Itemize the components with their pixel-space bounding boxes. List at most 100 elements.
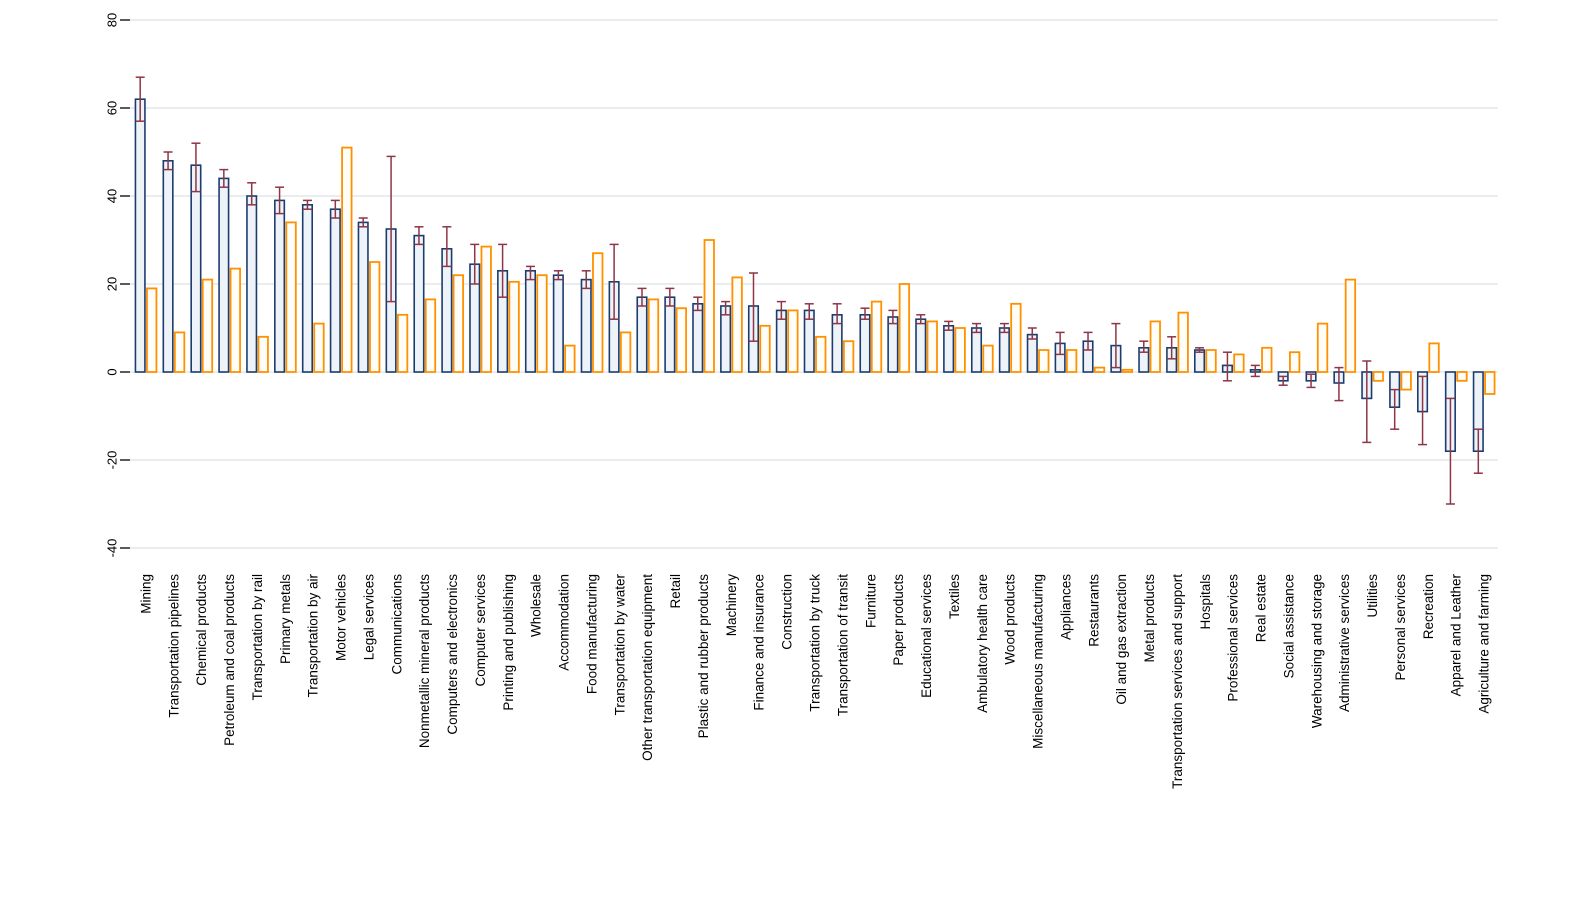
bar-estimate-orange	[201, 278, 214, 373]
bar-estimate-orange	[229, 267, 241, 373]
bar-estimate-orange	[1484, 371, 1496, 395]
bar-estimate-blue	[664, 296, 676, 373]
x-category-label: Oil and gas extraction	[1114, 574, 1129, 705]
bar-estimate-orange	[1316, 322, 1329, 373]
x-category-label: Transportation by truck	[808, 574, 823, 712]
bar-estimate-blue	[692, 302, 704, 373]
x-category-label: Wholesale	[529, 574, 544, 637]
bar-estimate-blue	[720, 305, 732, 373]
x-category-label: Utilities	[1365, 574, 1380, 618]
bar-estimate-orange	[1010, 302, 1022, 373]
bar-estimate-orange	[619, 331, 632, 373]
y-tick-label: 60	[105, 101, 120, 115]
bar-estimate-orange	[1344, 278, 1357, 373]
x-category-label: Construction	[780, 574, 795, 650]
bar-estimate-blue	[246, 195, 258, 373]
bar-estimate-orange	[1428, 342, 1440, 373]
bar-estimate-blue	[524, 269, 537, 373]
bar-estimate-orange	[759, 324, 771, 373]
bar-estimate-orange	[1261, 346, 1273, 373]
x-category-label: Machinery	[724, 574, 739, 637]
bar-estimate-orange	[1233, 353, 1245, 373]
bar-estimate-blue	[134, 98, 146, 373]
x-category-label: Transportation of transit	[835, 574, 850, 716]
x-category-label: Computers and electronics	[445, 574, 460, 735]
x-category-label: Communications	[389, 574, 404, 675]
x-category-label: Transportation by air	[306, 574, 321, 698]
bar-estimate-blue	[580, 278, 592, 373]
bar-estimate-orange	[536, 274, 548, 373]
x-category-label: Transportation by rail	[250, 574, 265, 700]
x-category-label: Miscellaneous manufacturing	[1031, 574, 1046, 749]
bar-estimate-orange	[926, 320, 938, 373]
x-category-label: Administrative services	[1337, 574, 1352, 712]
bar-estimate-orange	[982, 344, 994, 373]
y-tick-label: -20	[105, 451, 120, 470]
y-tick-label: 0	[105, 368, 120, 375]
x-category-label: Finance and insurance	[752, 574, 767, 711]
x-category-label: Primary metals	[278, 574, 293, 664]
bar-estimate-blue	[190, 164, 202, 373]
x-category-label: Accommodation	[557, 574, 572, 671]
bar-estimate-blue	[915, 318, 927, 373]
bar-estimate-blue	[274, 199, 286, 373]
bar-estimate-orange	[1038, 349, 1050, 373]
bar-estimate-blue	[998, 327, 1010, 373]
x-category-label: Transportation services and support	[1170, 574, 1185, 789]
bar-estimate-blue	[552, 274, 564, 373]
bar-estimate-blue	[218, 177, 230, 373]
y-tick-label: -40	[105, 539, 120, 558]
bar-estimate-orange	[1289, 351, 1301, 373]
bar-estimate-orange	[480, 245, 492, 373]
bar-estimate-orange	[285, 221, 297, 373]
bar-estimate-orange	[341, 146, 353, 373]
x-category-label: Warehousing and storage	[1309, 574, 1324, 728]
bar-estimate-orange	[898, 283, 911, 373]
bar-estimate-orange	[1093, 366, 1106, 373]
x-category-label: Transportation pipelines	[166, 574, 181, 718]
x-category-label: Other transportation equipment	[640, 574, 655, 761]
x-category-label: Nonmetallic mineral products	[417, 574, 432, 748]
bar-estimate-blue	[301, 204, 314, 373]
x-category-label: Mining	[138, 574, 153, 614]
x-category-label: Plastic and rubber products	[696, 574, 711, 739]
bar-estimate-orange	[1400, 371, 1412, 391]
bar-estimate-blue	[887, 316, 899, 373]
bar-estimate-orange	[508, 280, 520, 373]
bar-estimate-orange	[424, 298, 437, 373]
x-category-label: Agriculture and farming	[1477, 574, 1492, 714]
y-tick-label: 80	[105, 13, 120, 27]
bar-estimate-orange	[954, 327, 966, 373]
x-category-label: Petroleum and coal products	[222, 574, 237, 746]
bar-estimate-orange	[870, 300, 883, 373]
x-category-label: Computer services	[473, 574, 488, 687]
x-category-label: Printing and publishing	[501, 574, 516, 711]
x-category-label: Personal services	[1393, 574, 1408, 681]
bar-estimate-blue	[413, 234, 425, 373]
x-category-label: Recreation	[1421, 574, 1436, 639]
x-category-label: Educational services	[919, 574, 934, 698]
x-category-label: Paper products	[891, 574, 906, 666]
bar-estimate-orange	[675, 307, 688, 373]
x-category-label: Textiles	[947, 574, 962, 619]
x-category-label: Wood products	[1003, 574, 1018, 665]
bar-estimate-blue	[441, 248, 453, 373]
bar-estimate-orange	[1205, 349, 1217, 373]
bar-estimate-orange	[173, 331, 186, 373]
bar-estimate-orange	[787, 309, 799, 373]
bar-estimate-blue	[970, 327, 983, 373]
bar-estimate-blue	[357, 221, 369, 373]
bar-estimate-blue	[1026, 333, 1038, 373]
bar-estimate-blue	[859, 313, 871, 373]
y-tick-label: 20	[105, 277, 120, 291]
bar-estimate-orange	[703, 239, 715, 373]
bar-estimate-orange	[313, 322, 325, 373]
y-tick-label: 40	[105, 189, 120, 203]
x-category-label: Professional services	[1226, 574, 1241, 702]
x-category-label: Legal services	[361, 574, 376, 661]
bar-estimate-orange	[1065, 349, 1078, 373]
x-category-label: Furniture	[863, 574, 878, 628]
bar-estimate-orange	[369, 261, 381, 373]
